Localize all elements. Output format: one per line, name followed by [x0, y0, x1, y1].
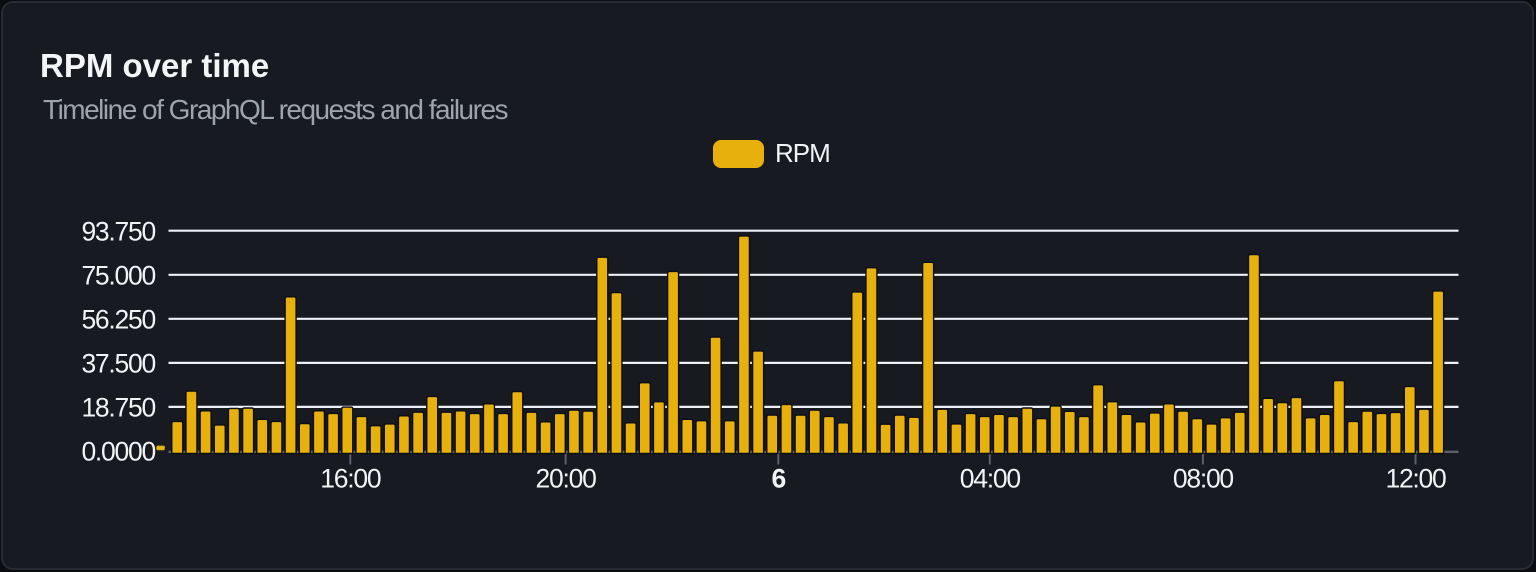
svg-text:08:00: 08:00: [1173, 464, 1234, 494]
svg-text:75.000: 75.000: [81, 260, 155, 290]
svg-text:0.0000: 0.0000: [81, 437, 155, 467]
svg-text:04:00: 04:00: [960, 464, 1021, 494]
svg-text:56.250: 56.250: [81, 304, 155, 334]
svg-text:6: 6: [772, 464, 786, 494]
svg-text:12:00: 12:00: [1385, 464, 1446, 494]
svg-text:16:00: 16:00: [320, 464, 381, 494]
svg-text:20:00: 20:00: [536, 464, 597, 494]
svg-text:93.750: 93.750: [81, 216, 155, 246]
svg-text:37.500: 37.500: [81, 349, 155, 379]
svg-text:18.750: 18.750: [81, 393, 155, 423]
